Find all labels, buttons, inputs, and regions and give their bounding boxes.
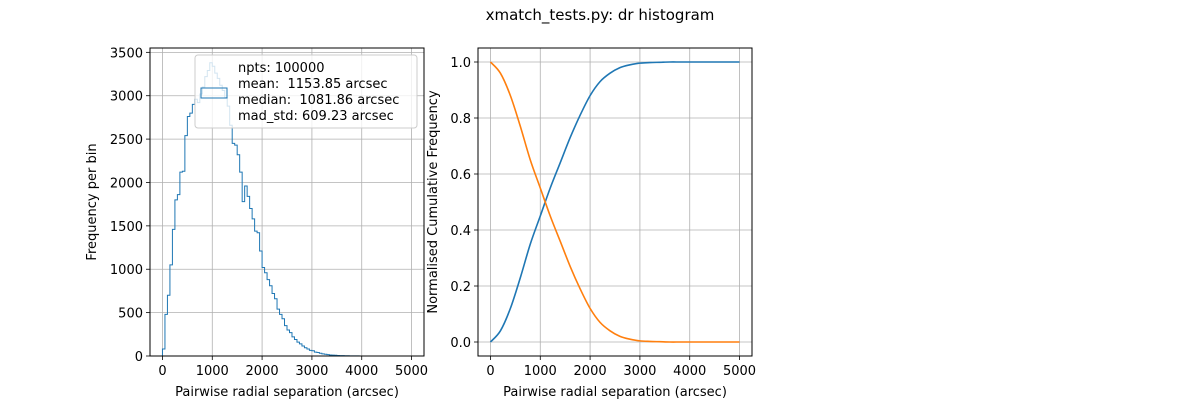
cumulative-xlabel: Pairwise radial separation (arcsec)	[503, 385, 727, 400]
cumulative-ytick-label: 0.4	[450, 224, 471, 239]
cumulative-ytick-label: 0.8	[450, 112, 471, 127]
cumulative-xtick-label: 3000	[623, 364, 656, 379]
histogram-ytick-label: 500	[118, 307, 143, 322]
histogram-ytick-label: 2000	[110, 176, 143, 191]
cumulative-ytick-label: 1.0	[450, 56, 471, 71]
histogram-xtick-label: 1000	[196, 364, 229, 379]
cumulative-xtick-label: 4000	[673, 364, 706, 379]
histogram-legend: npts: 100000 mean: 1153.85 arcsec median…	[194, 54, 418, 129]
cumulative-grid	[478, 48, 752, 356]
cumulative-y-ticks: 0.0 0.2 0.4 0.6 0.8 1.0	[450, 56, 478, 351]
legend-line-median: median: 1081.86 arcsec	[238, 93, 399, 108]
histogram-xtick-label: 3000	[295, 364, 328, 379]
cumulative-ytick-label: 0.2	[450, 280, 471, 295]
cumulative-panel: 0 1000 2000 3000 4000 5000 0.0 0.2 0.4 0.6 0.8 1.0…	[426, 47, 756, 400]
histogram-ytick-label: 1000	[110, 263, 143, 278]
cumulative-xtick-label: 5000	[723, 364, 756, 379]
histogram-y-ticks: 0 500 1000 1500 2000 2500 3000 3500	[110, 46, 150, 365]
histogram-xlabel: Pairwise radial separation (arcsec)	[175, 385, 399, 400]
histogram-ytick-label: 3000	[110, 90, 143, 105]
cumulative-x-ticks: 0 1000 2000 3000 4000 5000	[486, 356, 756, 379]
cumulative-xtick-label: 2000	[574, 364, 607, 379]
cumulative-xtick-label: 1000	[524, 364, 557, 379]
cumulative-ytick-label: 0.6	[450, 168, 471, 183]
legend-line-mad-std: mad_std: 609.23 arcsec	[238, 109, 394, 124]
histogram-ytick-label: 1500	[110, 220, 143, 235]
histogram-ylabel: Frequency per bin	[85, 143, 100, 260]
figure-title: xmatch_tests.py: dr histogram	[486, 6, 715, 25]
legend-line-npts: npts: 100000	[238, 61, 325, 76]
cumulative-ytick-label: 0.0	[450, 336, 471, 351]
cumulative-ylabel: Normalised Cumulative Frequency	[426, 90, 441, 314]
histogram-axes-frame	[149, 47, 425, 357]
cumulative-axes-frame	[477, 47, 753, 357]
histogram-xtick-label: 4000	[345, 364, 378, 379]
histogram-ytick-label: 3500	[110, 46, 143, 61]
histogram-x-ticks: 0 1000 2000 3000 4000 5000	[158, 356, 428, 379]
cumulative-ascending-line	[489, 61, 740, 343]
histogram-panel: 0 1000 2000 3000 4000 5000 0 500 1000 1500 2000 25…	[85, 46, 428, 400]
histogram-xtick-label: 5000	[395, 364, 428, 379]
histogram-xtick-label: 0	[158, 364, 166, 379]
histogram-ytick-label: 2500	[110, 133, 143, 148]
legend-box	[194, 54, 418, 129]
histogram-xtick-label: 2000	[246, 364, 279, 379]
cumulative-descending-line	[489, 61, 740, 343]
legend-line-mean: mean: 1153.85 arcsec	[238, 77, 388, 92]
histogram-ytick-label: 0	[135, 350, 143, 365]
legend-swatch	[200, 87, 228, 99]
cumulative-xtick-label: 0	[486, 364, 494, 379]
